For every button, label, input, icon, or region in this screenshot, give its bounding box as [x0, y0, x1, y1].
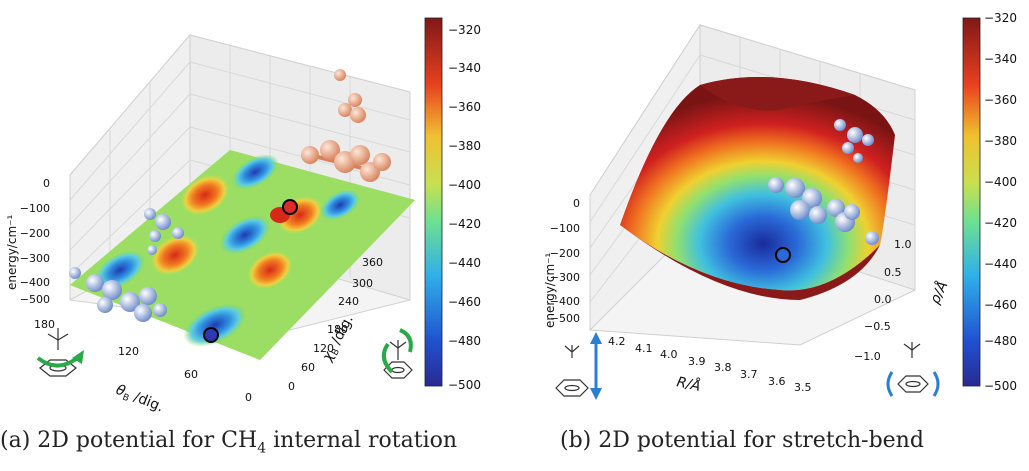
- panel-b-surface-plot: 0 −100 −200 −300 −400 −500 energy/cm⁻¹ 4…: [543, 11, 1017, 400]
- panel-b-x-tick: 3.7: [740, 368, 758, 381]
- panel-b-stretch-icon: [555, 345, 589, 397]
- panel-a-cbar-tick: −420: [448, 217, 481, 231]
- panel-b-z-tick: −500: [550, 312, 580, 325]
- panel-a-y-tick: 120: [313, 342, 334, 355]
- panel-a-cbar-tick: −380: [448, 139, 481, 153]
- panel-b-z-tick: −300: [550, 271, 580, 284]
- panel-a-z-tick: −400: [20, 276, 50, 289]
- panel-b-cbar-tick: −460: [984, 298, 1017, 312]
- panel-a-y-tick: 0: [288, 380, 295, 393]
- panel-a-molecule-topright: [301, 69, 391, 182]
- panel-a-z-tick: −300: [20, 252, 50, 265]
- panel-b-colorbar: −320 −340 −360 −380 −400 −420 −440 −460 …: [962, 11, 1017, 393]
- panel-a-cbar-tick: −440: [448, 256, 481, 270]
- panel-b-molecule-mid: [768, 177, 879, 245]
- panel-b-cbar-tick: −320: [984, 11, 1017, 25]
- panel-b-z-tick: 0: [573, 197, 580, 210]
- panel-b-x-tick: 3.9: [688, 355, 706, 368]
- panel-a-colorbar: −320 −340 −360 −380 −400 −420 −440 −460 …: [424, 17, 481, 392]
- panel-b-z-axis: 0 −100 −200 −300 −400 −500 energy/cm⁻¹: [543, 197, 580, 328]
- panel-b-cbar-tick: −360: [984, 93, 1017, 107]
- panel-a-y-tick: 360: [362, 256, 383, 269]
- panel-b-surface: [620, 77, 895, 300]
- panel-b-cbar-tick: −440: [984, 257, 1017, 271]
- panel-a-cbar-tick: −500: [448, 378, 481, 392]
- panel-a-y-tick: 180: [327, 323, 348, 336]
- panel-a-x-tick: 60: [184, 368, 198, 381]
- panel-a-y-tick: 240: [338, 295, 359, 308]
- panel-a-y-tick: 60: [301, 361, 315, 374]
- panel-b-y-tick: 1.0: [894, 238, 912, 251]
- panel-b-z-label: energy/cm⁻¹: [543, 253, 557, 328]
- panel-a-molecule-left: [69, 208, 184, 322]
- panel-a-green-arrow2-icon: [381, 342, 394, 374]
- panel-a-green-arrowhead-icon: [72, 350, 84, 364]
- panel-b-z-tick: −200: [550, 247, 580, 260]
- panel-b-y-tick: −0.5: [864, 320, 891, 333]
- panel-a-cbar-tick: −480: [448, 334, 481, 348]
- panel-b-min-marker: [775, 247, 791, 263]
- panel-a-x-label: θB /dig.: [113, 382, 166, 417]
- panel-b-x-tick: 3.5: [794, 381, 812, 394]
- panel-b-y-axis: 1.0 0.5 0.0 −0.5 −1.0 ρ/Å: [854, 238, 951, 363]
- panel-a-z-axis: 0 −100 −200 −300 −400 −500 energy/cm⁻¹: [5, 177, 50, 306]
- panel-b-x-tick: 3.8: [714, 361, 732, 374]
- panel-b-cbar-tick: −380: [984, 134, 1017, 148]
- panel-a-rotation-icon-left: [39, 328, 77, 377]
- panel-b-molecule-top: [834, 119, 874, 163]
- panel-a-z-tick: 0: [43, 177, 50, 190]
- panel-b-y-tick: 0.0: [874, 293, 892, 306]
- panel-b-x-tick: 4.2: [608, 335, 626, 348]
- panel-b-z-tick: −400: [550, 295, 580, 308]
- panel-a-cbar-tick: −360: [448, 100, 481, 114]
- panel-a-caption: (a) 2D potential for CH4 internal rotati…: [0, 428, 458, 457]
- panel-b-bend-icon: [897, 342, 929, 393]
- panel-a-y-axis: 0 60 120 180 240 300 360 χB /dig.: [288, 256, 383, 393]
- panel-b-y-label: ρ/Å: [926, 278, 951, 306]
- panel-b-x-tick: 3.6: [768, 375, 786, 388]
- panel-a-cbar-tick: −460: [448, 295, 481, 309]
- panel-a-z-tick: −100: [20, 202, 50, 215]
- panel-a-surface-plot: 0 −100 −200 −300 −400 −500 energy/cm⁻¹ 1…: [5, 17, 481, 417]
- panel-a-x-tick: 120: [118, 345, 139, 358]
- panel-a-max-marker: [282, 199, 298, 215]
- panel-b-bend-right-arrow-icon: [932, 371, 940, 397]
- panel-b-x-axis: 4.2 4.1 4.0 3.9 3.8 3.7 3.6 3.5 R/Å: [608, 335, 812, 395]
- panel-b-y-tick: 0.5: [884, 266, 902, 279]
- panel-a-cbar-tick: −400: [448, 178, 481, 192]
- panel-a-z-tick: −500: [20, 293, 50, 306]
- panel-a-cbar-tick: −340: [448, 61, 481, 75]
- panel-a-x-tick: 0: [245, 391, 252, 404]
- panel-b-x-label: R/Å: [675, 373, 702, 395]
- panel-a-rotation-icon-right: [383, 340, 413, 379]
- panel-b-y-tick: −1.0: [854, 350, 881, 363]
- panel-b-x-tick: 4.1: [635, 342, 653, 355]
- panel-b-cbar-tick: −400: [984, 175, 1017, 189]
- panel-b-cbar-tick: −480: [984, 334, 1017, 348]
- panel-b-double-arrow-icon: [590, 332, 602, 400]
- panel-a-green-arrow3-icon: [399, 328, 413, 353]
- panel-b-z-tick: −100: [550, 222, 580, 235]
- panel-a-x-tick: 180: [34, 318, 55, 331]
- panel-a-z-label: energy/cm⁻¹: [5, 215, 19, 290]
- panel-b-caption: (b) 2D potential for stretch-bend: [560, 428, 924, 453]
- panel-b-bend-left-arrow-icon: [886, 371, 894, 397]
- panel-b-x-tick: 4.0: [660, 348, 678, 361]
- panel-a-cbar-tick: −320: [448, 23, 481, 37]
- panel-a-y-tick: 300: [352, 277, 373, 290]
- panel-a-z-tick: −200: [20, 227, 50, 240]
- panel-b-cbar-tick: −420: [984, 216, 1017, 230]
- panel-b-cbar-tick: −340: [984, 52, 1017, 66]
- panel-b-cbar-tick: −500: [984, 379, 1017, 393]
- panel-a-min-marker: [203, 327, 219, 343]
